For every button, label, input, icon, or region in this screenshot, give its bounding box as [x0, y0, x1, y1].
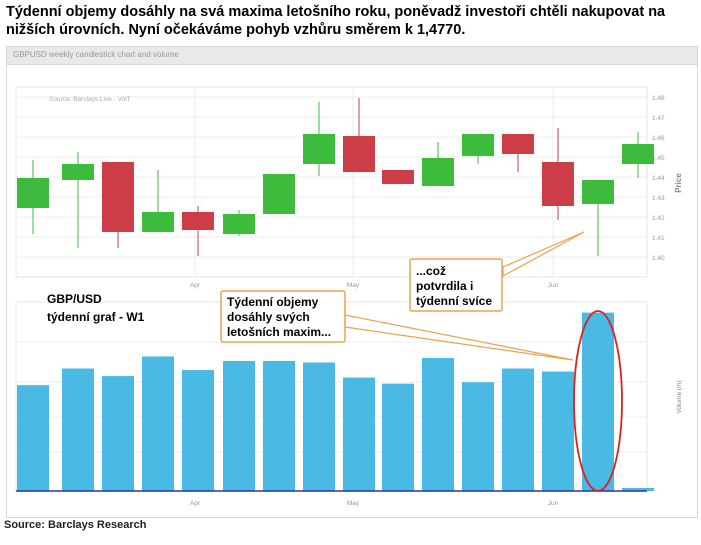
month-label-top: Apr: [190, 282, 201, 289]
candle-body: [263, 174, 295, 214]
chart-header-title: GBPUSD weekly candlestick chart and volu…: [13, 50, 179, 59]
volume-bar: [62, 368, 94, 491]
candle: [622, 132, 654, 178]
price-axis-label: Price: [674, 173, 683, 193]
candle-body: [142, 212, 174, 232]
candle: [382, 170, 414, 184]
volume-bar: [622, 487, 654, 491]
gbpusd-chart: 1.40 1.41 1.42 1.43 1.44 1.45 1.46 1.47 1.48 Pric…: [15, 86, 683, 507]
candle: [462, 134, 494, 164]
price-tick-label: 1.47: [652, 115, 665, 122]
price-tick-label: 1.45: [652, 155, 665, 162]
volume-bar: [502, 368, 534, 491]
callout-confirm-text: potvrdila i: [416, 279, 473, 293]
price-tick-label: 1.41: [652, 235, 665, 242]
callout-confirm-text: týdenní svíce: [416, 294, 492, 308]
volume-bar: [142, 356, 174, 491]
chart-header: GBPUSD weekly candlestick chart and volu…: [7, 47, 697, 65]
callout-volume-pointer: [344, 314, 574, 361]
candle: [502, 134, 534, 172]
candle: [542, 128, 574, 220]
candle-body: [502, 134, 534, 154]
series-label-subtitle: týdenní graf - W1: [47, 310, 145, 324]
volume-bar: [263, 360, 295, 491]
candle-body: [62, 164, 94, 180]
callout-confirm-text: ...což: [416, 264, 446, 278]
candle: [263, 174, 295, 214]
volume-bar: [343, 377, 375, 491]
month-label-top: Jun: [548, 282, 559, 289]
source-footer: Source: Barclays Research: [4, 519, 147, 531]
candle: [422, 142, 454, 186]
candle: [582, 180, 614, 256]
volume-axis-label: Volume (m): [676, 380, 683, 413]
candle: [62, 152, 94, 248]
callout-volume-text: letošních maxim...: [227, 325, 331, 339]
callout-confirm-pointer: [502, 231, 585, 278]
month-label-bottom: May: [347, 500, 360, 507]
candle: [223, 210, 255, 236]
candle-body: [17, 178, 49, 208]
price-tick-label: 1.40: [652, 255, 665, 262]
callout-confirm-box: [409, 258, 503, 312]
candle-body: [223, 214, 255, 234]
volume-bar: [223, 360, 255, 491]
candle-body: [582, 180, 614, 204]
candle-body: [303, 134, 335, 164]
candle-body: [102, 162, 134, 232]
page-headline: Týdenní objemy dosáhly na svá maxima let…: [6, 4, 666, 38]
candle: [182, 206, 214, 256]
month-label-bottom: Jun: [548, 500, 559, 507]
price-tick-label: 1.46: [652, 135, 665, 142]
candle-body: [542, 162, 574, 206]
candle-body: [622, 144, 654, 164]
volume-bar: [303, 362, 335, 491]
volume-bar: [17, 385, 49, 491]
volume-bar: [582, 312, 614, 491]
candle: [142, 170, 174, 232]
candle-body: [182, 212, 214, 230]
candle: [303, 102, 335, 176]
chart-frame: GBPUSD weekly candlestick chart and volu…: [6, 46, 698, 518]
callout-volume-text: dosáhly svých: [227, 310, 310, 324]
candle-body: [462, 134, 494, 156]
price-tick-label: 1.43: [652, 195, 665, 202]
month-label-top: May: [347, 282, 360, 289]
candle-body: [343, 136, 375, 172]
volume-bar: [102, 376, 134, 491]
volume-bar: [422, 357, 454, 491]
callout-volume-text: Týdenní objemy: [227, 295, 319, 309]
candle: [102, 162, 134, 248]
candle-body: [382, 170, 414, 184]
inner-source-label: Source: Barclays Live - VolT: [49, 96, 131, 103]
price-tick-label: 1.42: [652, 215, 665, 222]
candle: [343, 98, 375, 172]
volume-bar: [462, 382, 494, 491]
price-tick-label: 1.48: [652, 95, 665, 102]
volume-highlight-ellipse: [573, 310, 623, 492]
price-panel-frame: [15, 86, 648, 278]
month-label-bottom: Apr: [190, 500, 201, 507]
price-tick-label: 1.44: [652, 175, 665, 182]
volume-bar: [542, 371, 574, 491]
volume-bar: [182, 370, 214, 491]
candle: [17, 160, 49, 234]
candle-body: [422, 158, 454, 186]
volume-bar: [382, 383, 414, 491]
series-label-title: GBP/USD: [47, 292, 102, 306]
callout-volume-box: [220, 290, 346, 343]
